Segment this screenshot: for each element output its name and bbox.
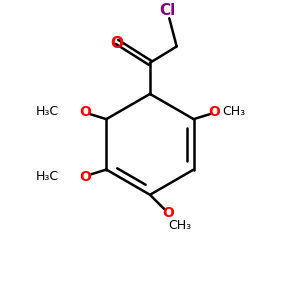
- Text: O: O: [80, 105, 92, 119]
- Text: O: O: [80, 170, 92, 184]
- Text: O: O: [110, 36, 123, 51]
- Text: CH₃: CH₃: [168, 218, 191, 232]
- Text: Cl: Cl: [159, 3, 175, 18]
- Text: O: O: [208, 105, 220, 119]
- Text: O: O: [162, 206, 174, 220]
- Text: H₃C: H₃C: [36, 170, 59, 184]
- Text: CH₃: CH₃: [222, 105, 245, 118]
- Text: H₃C: H₃C: [36, 105, 59, 118]
